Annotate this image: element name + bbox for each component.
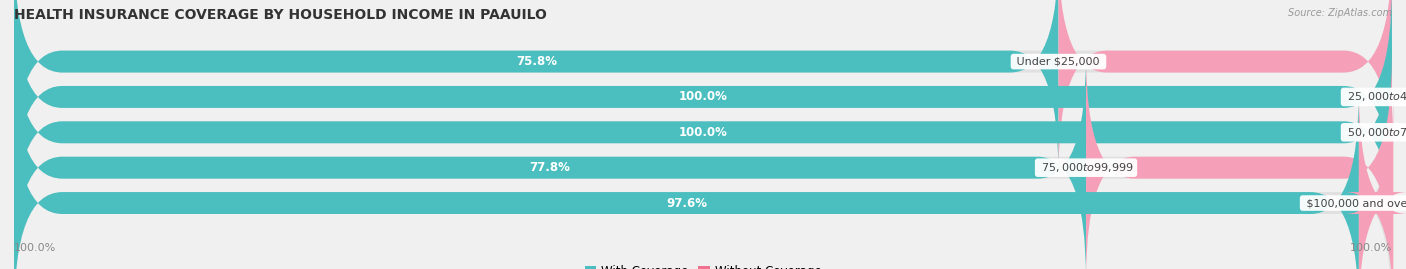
Text: 75.8%: 75.8%: [516, 55, 557, 68]
FancyBboxPatch shape: [1346, 90, 1406, 269]
Text: 100.0%: 100.0%: [1350, 243, 1392, 253]
FancyBboxPatch shape: [14, 55, 1392, 269]
Text: $75,000 to $99,999: $75,000 to $99,999: [1038, 161, 1135, 174]
FancyBboxPatch shape: [1059, 0, 1392, 174]
FancyBboxPatch shape: [14, 55, 1085, 269]
Text: 100.0%: 100.0%: [14, 243, 56, 253]
Legend: With Coverage, Without Coverage: With Coverage, Without Coverage: [585, 265, 821, 269]
Text: 97.6%: 97.6%: [666, 197, 707, 210]
Text: 77.8%: 77.8%: [530, 161, 571, 174]
FancyBboxPatch shape: [14, 19, 1392, 245]
FancyBboxPatch shape: [14, 19, 1392, 245]
Text: Under $25,000: Under $25,000: [1014, 56, 1104, 66]
Text: Source: ZipAtlas.com: Source: ZipAtlas.com: [1288, 8, 1392, 18]
Text: $100,000 and over: $100,000 and over: [1302, 198, 1406, 208]
Text: $50,000 to $74,999: $50,000 to $74,999: [1344, 126, 1406, 139]
Text: 100.0%: 100.0%: [679, 126, 727, 139]
Text: HEALTH INSURANCE COVERAGE BY HOUSEHOLD INCOME IN PAAUILO: HEALTH INSURANCE COVERAGE BY HOUSEHOLD I…: [14, 8, 547, 22]
FancyBboxPatch shape: [14, 90, 1392, 269]
Text: $25,000 to $49,999: $25,000 to $49,999: [1344, 90, 1406, 104]
FancyBboxPatch shape: [14, 0, 1392, 210]
Text: 100.0%: 100.0%: [679, 90, 727, 104]
FancyBboxPatch shape: [14, 0, 1392, 174]
FancyBboxPatch shape: [1085, 55, 1392, 269]
FancyBboxPatch shape: [14, 0, 1059, 174]
FancyBboxPatch shape: [14, 0, 1392, 210]
FancyBboxPatch shape: [14, 90, 1358, 269]
